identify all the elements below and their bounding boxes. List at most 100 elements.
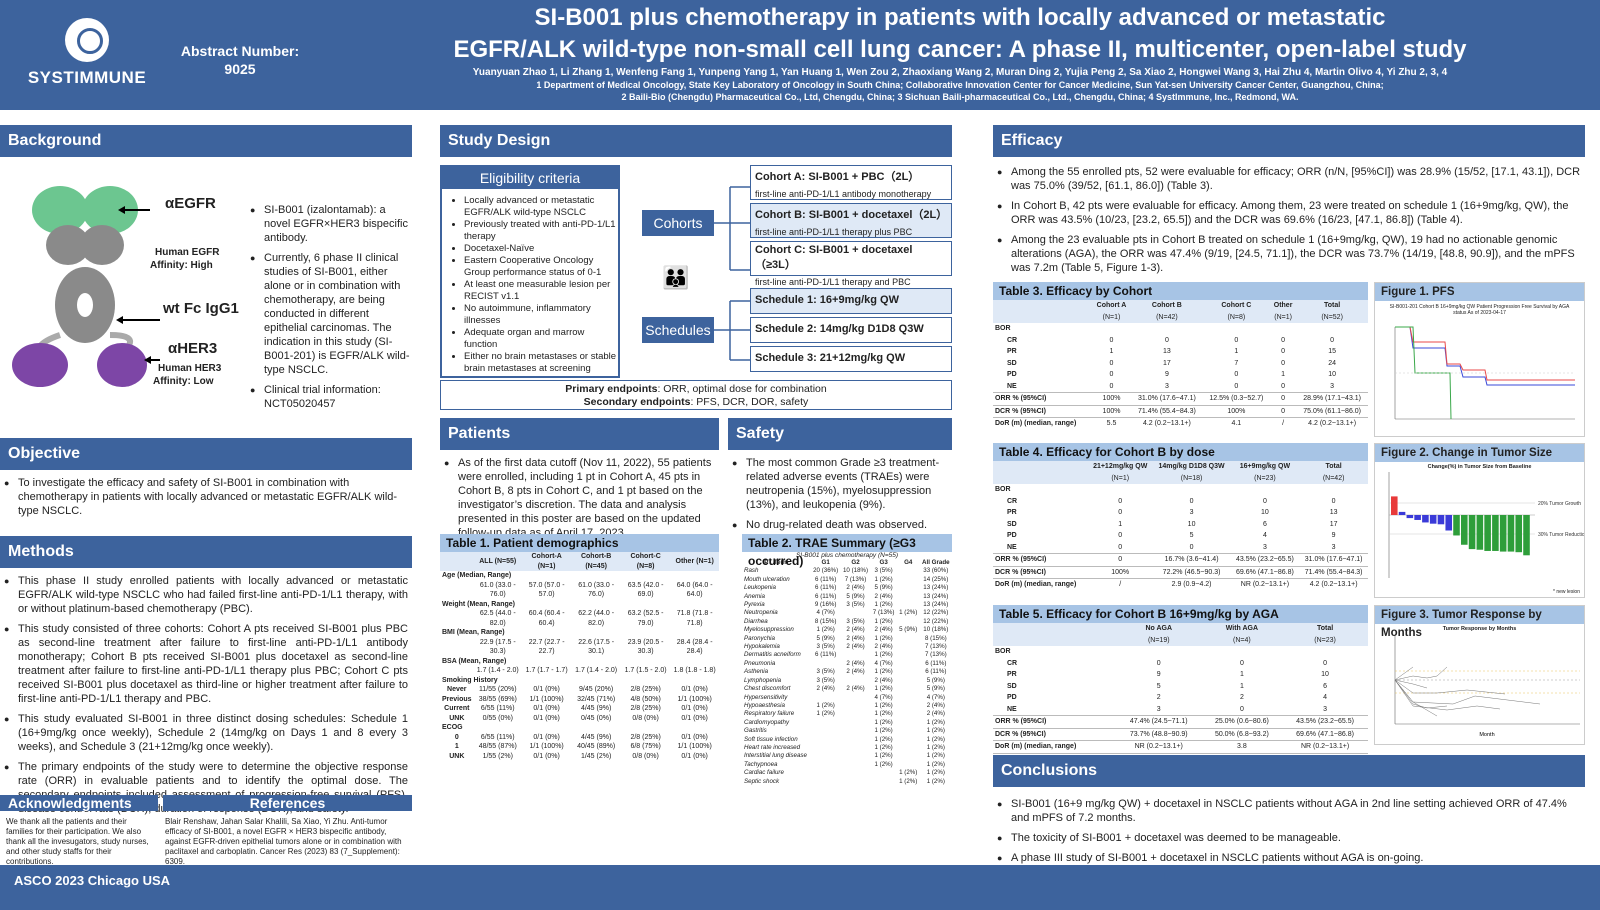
table-row: Hypersensitivity 4 (7%) 4 (7%): [744, 693, 945, 701]
poster-header: SYSTIMMUNE Abstract Number: 9025 SI-B001…: [0, 0, 1600, 110]
table-row: Pyrexia 9 (16%) 3 (5%) 1 (2%) 13 (24%): [744, 601, 949, 609]
conclusions-section: Conclusions SI-B001 (16+9 mg/kg QW) + do…: [993, 755, 1585, 871]
affiliation-1: 1 Department of Medical Oncology, State …: [536, 80, 1384, 90]
table-row: Septic shock 1 (2%) 1 (2%): [744, 777, 945, 785]
svg-text:30% Tumor Reduction: 30% Tumor Reduction: [1538, 532, 1584, 538]
background-heading: Background: [0, 125, 412, 157]
schedule-2-box: Schedule 2: 14mg/kg D1D8 Q3W: [750, 317, 952, 343]
table-1-patient-demographics: Table 1. Patient demographics ALL (N=55)…: [440, 534, 719, 761]
schedule-1-box: Schedule 1: 16+9mg/kg QW: [750, 288, 952, 314]
schedules-label: Schedules: [642, 317, 714, 343]
table-row: Asthenia 3 (5%) 2 (4%) 1 (2%) 6 (11%): [744, 668, 947, 676]
cohort-c-box: Cohort C: SI-B001 + docetaxel（≥3L） first-…: [750, 241, 952, 287]
table-row: DCR % (95%CI) 100% 71.4% (55.4~84.3) 100% 0 7…: [993, 405, 1368, 418]
table-row: Cardiac failure 1 (2%) 1 (2%): [744, 769, 945, 777]
logo-icon: [65, 18, 109, 62]
background-content: αEGFR Human EGFR Affinity: High wt Fc Ig…: [0, 157, 412, 410]
figure-1-pfs: Figure 1. PFS SI-B001-201 Cohort B 16+9m…: [1374, 282, 1585, 437]
cohorts-label: Cohorts: [642, 210, 714, 236]
systimmune-logo: SYSTIMMUNE: [22, 18, 152, 88]
table-row: 0 6/55 (11%) 0/1 (0%) 4/45 (9%) 2/8 (25%) 0/1…: [454, 733, 708, 741]
table-2-trae-summary: Table 2. TRAE Summary (≥G3 occurred) SI-…: [742, 534, 952, 786]
abstract-number: Abstract Number: 9025: [180, 43, 300, 77]
table-row: CR 0 0 0 0 0: [1007, 336, 1335, 344]
references-heading: References: [163, 795, 412, 811]
table-row: SD 0 17 7 0 24: [1007, 359, 1337, 367]
waterfall-plot: 20% Tumor Growth 30% Tumor Reduction: [1388, 472, 1588, 578]
people-icon: 👪: [662, 265, 690, 290]
left-column: Background αEGFR Human EGFR Affinity: Hi…: [0, 125, 412, 822]
efficacy-section: Efficacy Among the 55 enrolled pts, 52 w…: [993, 125, 1585, 281]
table-row: Mouth ulceration 6 (11%) 7 (13%) 1 (2%) 14 (…: [744, 575, 949, 583]
table-row: DCR % (95%CI) 100% 72.2% (46.5~90.3) 69.6% …: [993, 566, 1368, 579]
table-4-efficacy-by-dose: Table 4. Efficacy for Cohort B by dose 2…: [993, 443, 1368, 591]
table-row: Rash 20 (36%) 10 (18%) 3 (5%) 33 (60%): [744, 567, 949, 575]
table-row: 62.5 (44.0 - 82.0) 60.4 (60.4 - 60.4) 62.2…: [479, 610, 713, 627]
table-row: Pneumonia 2 (4%) 4 (7%) 6 (11%): [744, 659, 947, 667]
flow-connectors: [714, 186, 750, 361]
table-row: Gastritis 1 (2%) 1 (2%): [744, 727, 945, 735]
affiliation-2: 2 Baili-Bio (Chengdu) Pharmaceutical Co.…: [621, 92, 1299, 102]
table-row: SD 1 10 6 17: [1007, 520, 1338, 528]
table-row: UNK 0/55 (0%) 0/1 (0%) 0/45 (0%) 0/8 (0%) 0/1…: [449, 714, 708, 722]
authors: Yuanyuan Zhao 1, Li Zhang 1, Wenfeng Fan…: [472, 67, 1448, 78]
table-row: Tachypnoea 1 (2%) 1 (2%): [744, 760, 945, 768]
table-row: Paronychia 5 (9%) 2 (4%) 1 (2%) 8 (15%): [744, 634, 947, 642]
objective-heading: Objective: [0, 438, 412, 470]
table-row: CR 0 0 0 0: [1007, 497, 1336, 505]
methods-heading: Methods: [0, 536, 412, 568]
table-row: 1.7 (1.4 - 2.0) 1.7 (1.7 - 1.7) 1.7 (1.4 -…: [476, 667, 716, 674]
eligibility-criteria-box: Eligibility criteria Locally advanced or…: [440, 165, 620, 378]
table-3-efficacy-by-cohort: Table 3. Efficacy by Cohort Cohort A Coho…: [993, 282, 1368, 430]
table-row: NE 3 0 3: [1007, 705, 1328, 713]
table-row: Cardiomyopathy 1 (2%) 1 (2%): [744, 718, 945, 726]
table-row: Diarrhea 8 (15%) 3 (5%) 1 (2%) 12 (22%): [744, 617, 949, 625]
patients-section: Patients As of the first data cutoff (No…: [440, 418, 719, 552]
table-row: DoR (m) (median, range)/2.9 (0.9~4.2) NR …: [993, 578, 1368, 591]
table-row: Previous 38/55 (69%) 1/1 (100%) 32/45 (71%)…: [442, 695, 712, 703]
table-row: DCR % (95%CI) 73.7% (48.8~90.9) 50.0% (6.8…: [993, 728, 1368, 741]
table-row: 22.9 (17.5 - 30.3) 22.7 (22.7 - 22.7) 22.6…: [479, 638, 713, 656]
table-row: PD 0 9 0 1 10: [1007, 371, 1337, 378]
table-row: ORR % (95%CI) 47.4% (24.5~71.1) 25.0% (0.6…: [993, 715, 1368, 729]
table-row: BOR: [995, 648, 1011, 655]
table-row: Hypoaesthesia 1 (2%) 1 (2%) 2 (4%): [744, 701, 945, 709]
cohort-b-box: Cohort B: SI-B001 + docetaxel（2L） first-l…: [750, 203, 952, 238]
table-row: Soft tissue infection 1 (2%) 1 (2%): [744, 735, 945, 743]
table-5-efficacy-by-aga: Table 5. Efficacy for Cohort B 16+9mg/kg…: [993, 605, 1368, 765]
endpoints-box: Primary endpoints: ORR, optimal dose for…: [440, 380, 952, 410]
acknowledgments-heading: Acknowledgments: [0, 795, 158, 811]
poster-footer: ASCO 2023 Chicago USA: [0, 865, 1600, 910]
eligibility-list: Locally advanced or metastatic EGFR/ALK …: [442, 189, 618, 375]
study-design-section: Study Design Eligibility criteria Locall…: [440, 125, 952, 410]
table-row: PR 1 13 1 0 15: [1007, 348, 1337, 355]
table-row: BOR: [995, 486, 1011, 493]
table-row: 61.0 (33.0 - 76.0) 57.0 (57.0 - 57.0) 61.0…: [479, 581, 713, 599]
table-row: Heart rate increased 1 (2%) 1 (2%): [744, 743, 945, 751]
table-row: CR 0 0 0: [1007, 659, 1328, 667]
figure-3-tumor-response-by-months: Figure 3. Tumor Response by Months Tumor…: [1374, 605, 1585, 745]
table-row: Interstitial lung disease 1 (2%) 1 (2%): [744, 752, 945, 760]
table-row: NE 0 3 0 0 3: [1007, 382, 1335, 390]
figure-2-change-in-tumor-size: Figure 2. Change in Tumor Size Change(%)…: [1374, 443, 1588, 598]
table-row: Respiratory failure 1 (2%) 1 (2%) 2 (4%): [744, 710, 945, 718]
antibody-structure-diagram: [12, 186, 160, 387]
table-row: Neutropenia 4 (7%) 7 (13%) 1 (2%) 12 (22%): [744, 609, 949, 617]
table-row: Chest discomfort 2 (4%) 2 (4%) 1 (2%) 5 (9%): [744, 685, 945, 693]
table-row: SD 5 1 6: [1007, 682, 1328, 690]
table-row: PR 0 3 10 13: [1007, 509, 1338, 516]
table-row: UNK 1/55 (2%) 0/1 (0%) 1/45 (2%) 0/8 (0%) 0/1…: [449, 752, 708, 760]
table-row: Anemia 6 (11%) 5 (9%) 2 (4%) 13 (24%): [744, 592, 949, 600]
poster-title: SI-B001 plus chemotherapy in patients wi…: [340, 0, 1580, 103]
table-row: Myelosuppression 1 (2%) 2 (4%) 2 (4%) 5 (9%)…: [744, 626, 949, 634]
table-row: Hypokalemia 3 (5%) 2 (4%) 2 (4%) 7 (13%): [744, 643, 947, 651]
table-row: DoR (m) (median, range) NR (0.2~13.1+) 3.8…: [993, 740, 1368, 754]
cohort-a-box: Cohort A: SI-B001 + PBC（2L） first-line an…: [750, 165, 952, 200]
svg-text:20% Tumor Growth: 20% Tumor Growth: [1538, 501, 1581, 507]
table-row: Current 6/55 (11%) 0/1 (0%) 4/45 (9%) 2/8 (2…: [444, 705, 708, 712]
table-row: Lymphopenia 3 (5%) 2 (4%) 5 (9%): [744, 676, 945, 684]
svg-text:Month: Month: [1479, 732, 1494, 738]
safety-section: Safety The most common Grade ≥3 treatmen…: [728, 418, 952, 544]
background-bullets: SI-B001 (izalontamab): a novel EGFR×HER3…: [250, 203, 410, 417]
table-row: Dermatitis acneiform 6 (11%) 1 (2%) 7 (13%): [744, 651, 947, 659]
